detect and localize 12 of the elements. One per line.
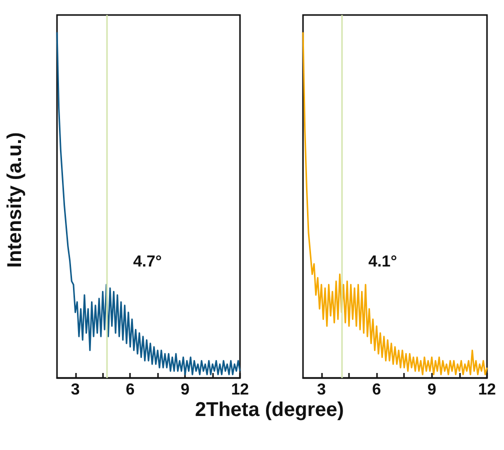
x-tick-label: 3 bbox=[70, 382, 80, 398]
x-tick-label: 9 bbox=[427, 382, 436, 398]
x-tick-label: 12 bbox=[478, 382, 496, 398]
x-tick-label: 3 bbox=[316, 382, 326, 398]
ref-line-label: 4.1° bbox=[368, 253, 397, 270]
x-tick-label: 12 bbox=[231, 382, 249, 398]
x-tick-label: 6 bbox=[372, 382, 382, 398]
x-tick-label: 6 bbox=[126, 382, 135, 398]
ref-line-label: 4.7° bbox=[133, 253, 162, 270]
y-axis-title: Intensity (a.u.) bbox=[4, 132, 26, 268]
x-tick-label: 9 bbox=[180, 382, 190, 398]
x-axis-title: 2Theta (degree) bbox=[195, 399, 344, 421]
